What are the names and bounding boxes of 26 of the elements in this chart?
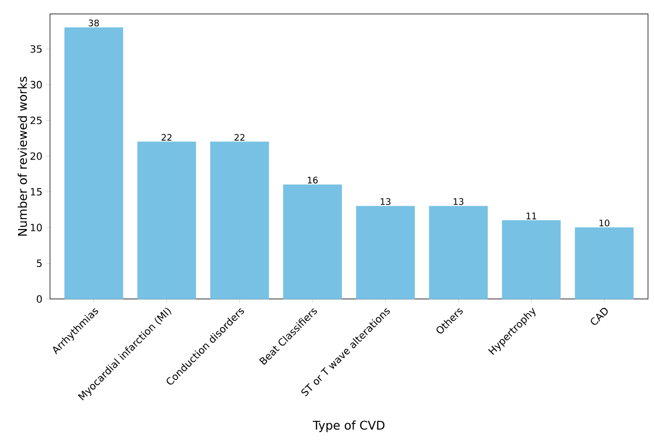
data-label: 13: [454, 198, 464, 205]
data-label: 38: [88, 20, 99, 26]
bar: [574, 227, 634, 300]
data-label: 10: [600, 220, 610, 226]
x-axis-title: Type of CVD: [312, 420, 384, 432]
bar: [137, 142, 196, 300]
bar: [502, 220, 561, 300]
y-axis-title: Number of reviewed works: [18, 76, 27, 236]
y-tick-label: 20: [30, 152, 42, 160]
bar: [283, 184, 342, 300]
y-tick-label: 0: [36, 295, 42, 303]
y-tick-label: 30: [30, 80, 42, 88]
bar: [429, 206, 488, 300]
y-tick-label: 10: [30, 224, 42, 232]
y-tick-label: 15: [30, 188, 42, 196]
bar: [356, 206, 415, 300]
bar: [64, 27, 124, 300]
bar: [210, 142, 269, 300]
data-label: 22: [234, 134, 244, 141]
data-label: 22: [162, 134, 172, 141]
y-tick-label: 25: [30, 116, 42, 124]
data-label: 16: [308, 176, 318, 184]
y-tick-label: 5: [36, 260, 42, 267]
data-label: 13: [380, 198, 390, 205]
data-label: 11: [526, 212, 536, 220]
y-tick-label: 35: [30, 45, 42, 53]
